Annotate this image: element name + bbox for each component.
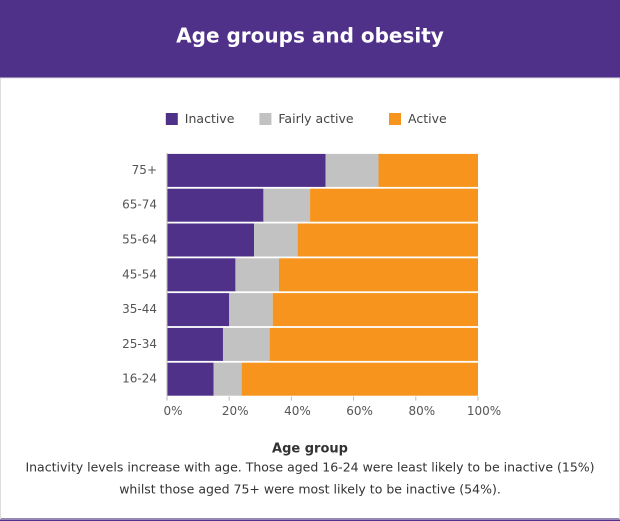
bar-segment xyxy=(254,223,298,257)
bar-segment xyxy=(278,258,478,292)
bar-segment xyxy=(310,188,478,222)
bar-segment xyxy=(378,153,478,187)
chart-title: Age groups and obesity xyxy=(176,24,444,48)
header-band xyxy=(0,0,620,78)
legend-swatch xyxy=(259,113,272,125)
caption: Inactivity levels increase with age. Tho… xyxy=(25,460,594,475)
y-tick-label: 45-54 xyxy=(122,267,157,281)
bar-segment xyxy=(241,362,478,396)
x-tick-label: 40% xyxy=(284,404,311,418)
x-tick-label: 20% xyxy=(222,404,249,418)
y-tick-label: 55-64 xyxy=(122,233,157,247)
x-tick-label: 80% xyxy=(408,404,435,418)
bar-segment xyxy=(167,327,223,361)
y-tick-label: 65-74 xyxy=(122,198,157,212)
bar-segment xyxy=(272,293,478,327)
y-tick-label: 16-24 xyxy=(122,372,157,386)
bar-segment xyxy=(229,293,273,327)
bar-segment xyxy=(167,153,326,187)
y-tick-label: 35-44 xyxy=(122,302,157,316)
bar-segment xyxy=(263,188,311,222)
caption: whilst those aged 75+ were most likely t… xyxy=(119,482,501,497)
bar-segment xyxy=(167,188,264,222)
bar-segment xyxy=(222,327,270,361)
legend-swatch xyxy=(165,113,178,125)
legend-label: Fairly active xyxy=(278,111,353,126)
bar-segment xyxy=(167,258,236,292)
x-axis-label: Age group xyxy=(272,442,348,457)
bar-segment xyxy=(269,327,478,361)
x-tick-label: 60% xyxy=(346,404,373,418)
bar-segment xyxy=(167,223,255,257)
y-tick-label: 75+ xyxy=(132,163,157,177)
bar-segment xyxy=(325,153,379,187)
bar-segment xyxy=(213,362,242,396)
bar-segment xyxy=(235,258,279,292)
bar-segment xyxy=(297,223,478,257)
legend-label: Inactive xyxy=(185,111,235,126)
legend-label: Active xyxy=(408,111,447,126)
y-tick-label: 25-34 xyxy=(122,337,157,351)
x-tick-label: 0% xyxy=(163,404,182,418)
legend-swatch xyxy=(389,113,401,125)
bar-segment xyxy=(167,362,214,396)
x-tick-label: 100% xyxy=(467,404,501,418)
bar-segment xyxy=(167,293,230,327)
